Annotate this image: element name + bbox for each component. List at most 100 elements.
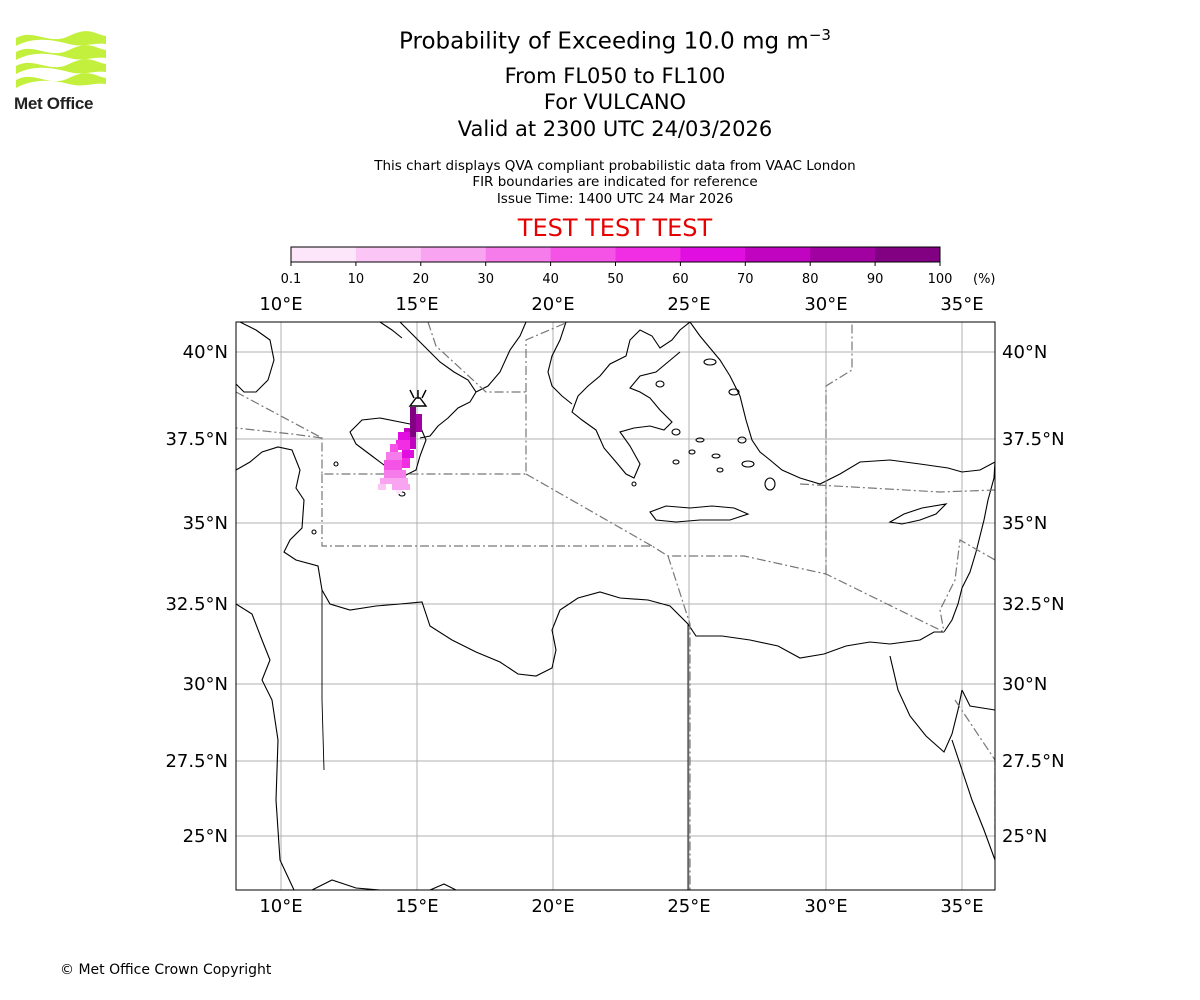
colorbar-tick-label: 80 [802,272,819,287]
lon-label-bottom: 20°E [531,896,574,917]
lon-label-bottom: 15°E [395,896,438,917]
coastline-levant [943,461,995,633]
coastline-bottom [311,879,381,890]
title-text: Probability of Exceeding 10.0 mg m [399,28,809,55]
lat-label-left: 32.5°N [165,594,228,615]
colorbar-segment [420,247,487,262]
colorbar-tick-label: 40 [542,272,559,287]
colorbar-segment [680,247,746,262]
issue-time: Issue Time: 1400 UTC 24 Mar 2026 [496,191,734,207]
colorbar-tick-label: 20 [413,272,430,287]
fir-boundary-1 [236,322,527,475]
coastline-aqaba [961,689,995,711]
met-office-waves-icon [16,31,106,88]
fir-boundary-8 [939,539,995,633]
coastline-west [236,603,295,890]
borders [321,590,689,890]
lat-label-left: 30°N [183,674,228,695]
lat-label-right: 25°N [1002,826,1047,847]
lon-labels-top: 10°E 15°E 20°E 25°E 30°E 35°E [259,294,983,315]
lat-label-left: 35°N [183,513,228,534]
fir-boundaries [236,322,995,890]
lon-label-bottom: 25°E [667,896,710,917]
fir-boundary-9 [954,699,995,830]
lat-label-left: 37.5°N [165,429,228,450]
chart-title: Probability of Exceeding 10.0 mg m−3 [0,26,1200,55]
lon-label-top: 35°E [940,294,983,315]
coastline-bottom-2 [429,883,457,890]
lat-label-right: 40°N [1002,342,1047,363]
lat-labels-right: 40°N 37.5°N 35°N 32.5°N 30°N 27.5°N 25°N [1002,342,1065,847]
lon-label-top: 30°E [804,294,847,315]
lat-label-right: 30°N [1002,674,1047,695]
colorbar-tick-label: 50 [607,272,624,287]
colorbar-tick-label: 10 [348,272,365,287]
valid-time: Valid at 2300 UTC 24/03/2026 [457,117,773,141]
colorbar-tick-label: 70 [737,272,754,287]
colorbar-segment [745,247,811,262]
fir-boundary-3 [525,473,653,547]
lat-label-right: 32.5°N [1002,594,1065,615]
colorbar-segment [615,247,681,262]
lat-label-left: 27.5°N [165,751,228,772]
coastline-north-africa [236,446,944,677]
graticule [236,322,995,890]
coastline-crete [649,505,750,523]
fir-boundary-6 [799,483,995,493]
test-banner: TEST TEST TEST [517,214,713,242]
fir-boundary-4 [667,555,691,890]
volcano-icon [408,389,428,407]
lat-label-right: 37.5°N [1002,429,1065,450]
colorbar: 0.1 10 20 30 40 50 60 70 80 90 100 (%) [281,246,996,287]
map-area [236,322,995,890]
met-office-logo: Met Office [14,30,108,114]
aegean-islands [311,358,776,535]
lat-label-right: 27.5°N [1002,751,1065,772]
map-frame [235,321,996,891]
coastlines [236,322,995,890]
border-algeria-tunisia [321,590,325,771]
colorbar-tick-label: 60 [672,272,689,287]
lat-labels-left: 40°N 37.5°N 35°N 32.5°N 30°N 27.5°N 25°N [165,342,228,847]
coastline-italy-heel [475,322,527,393]
coastline-sicily [349,417,427,477]
coastline-cyprus [888,503,948,525]
colorbar-tick-label: 90 [867,272,884,287]
title-exponent: −3 [808,26,831,44]
colorbar-tick-label: 0.1 [281,272,302,287]
lon-label-bottom: 30°E [804,896,847,917]
flight-level: From FL050 to FL100 [504,64,726,88]
lat-label-left: 40°N [183,342,228,363]
colorbar-segment [355,247,422,262]
colorbar-segment [550,247,616,262]
colorbar-segment [291,247,357,262]
coastline-turkey [689,322,995,485]
ash-probability-plume [378,407,422,494]
coastline-greece [571,322,691,479]
lon-labels-bottom: 10°E 15°E 20°E 25°E 30°E 35°E [259,896,983,917]
colorbar-unit: (%) [973,272,996,287]
coastline-sardinia [236,322,275,393]
qva-note: This chart displays QVA compliant probab… [374,158,856,174]
fir-boundary-5 [825,322,853,574]
colorbar-segment [810,247,876,262]
logo-text: Met Office [14,94,94,113]
lon-label-top: 15°E [395,294,438,315]
fir-note: FIR boundaries are indicated for referen… [472,174,758,190]
lon-label-top: 25°E [667,294,710,315]
coastline-italy-west [379,322,403,339]
fir-boundary-7 [525,322,569,392]
fir-boundary-10 [236,427,323,439]
lon-label-top: 20°E [531,294,574,315]
coastline-red-sea [951,739,995,861]
colorbar-tick-label: 30 [477,272,494,287]
coastline-balkans [547,322,573,405]
lon-label-bottom: 35°E [940,896,983,917]
colorbar-segment [485,247,552,262]
lon-label-top: 10°E [259,294,302,315]
lat-label-left: 25°N [183,826,228,847]
volcano-name: For VULCANO [543,90,687,114]
colorbar-segment [875,247,941,262]
colorbar-tick-label: 100 [928,272,953,287]
